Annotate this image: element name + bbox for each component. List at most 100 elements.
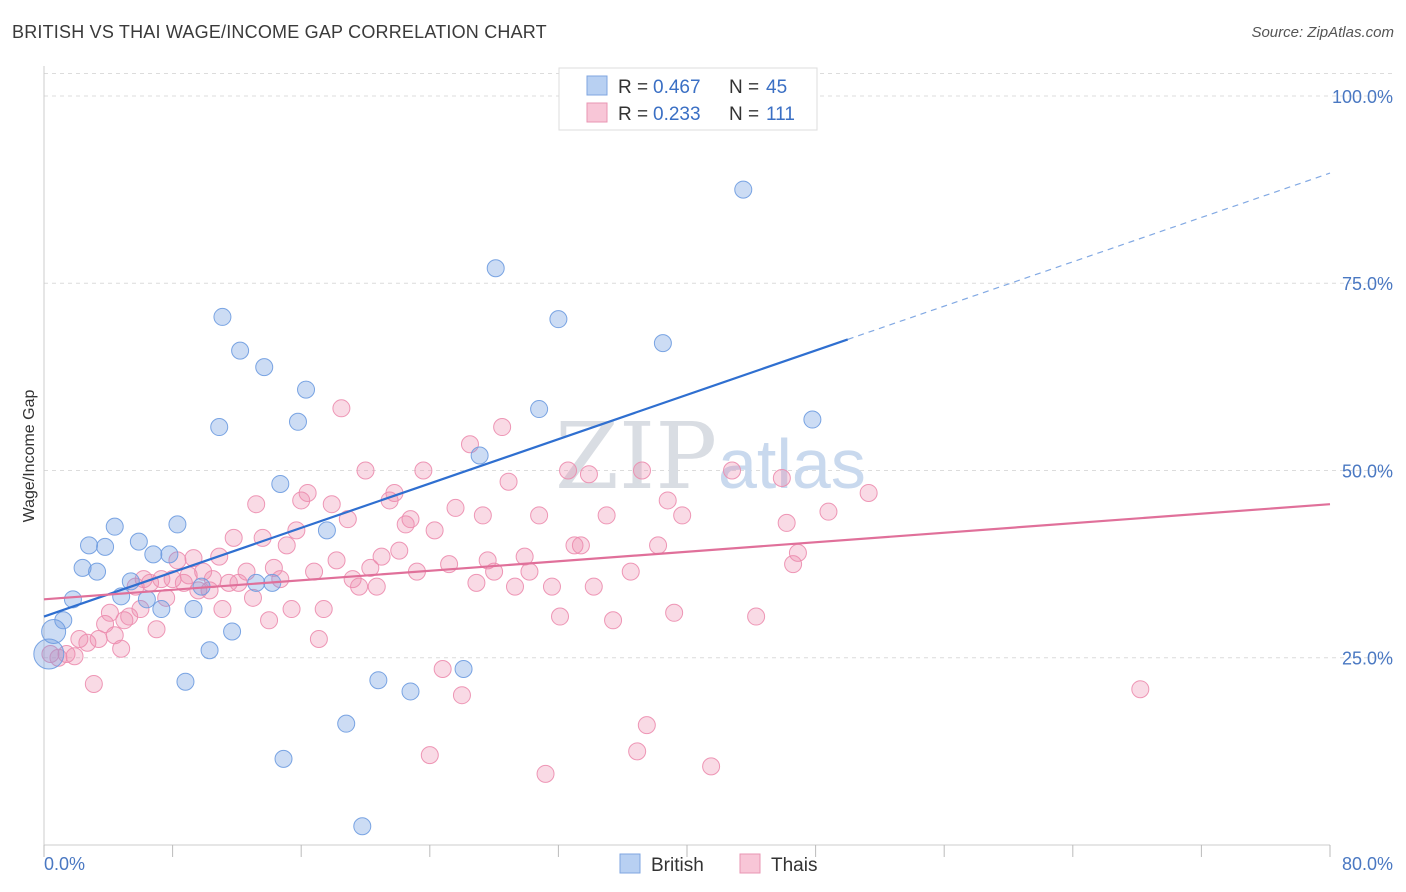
british-point — [63, 590, 82, 609]
british-points — [33, 180, 822, 836]
thais-point — [84, 674, 103, 693]
thais-trendline — [43, 503, 1331, 601]
british-point — [337, 714, 356, 733]
thais-point — [819, 502, 838, 521]
thais-point — [332, 399, 351, 418]
thais-point — [361, 558, 380, 577]
thais-point — [658, 491, 677, 510]
legend-thais-r: 0.233 — [653, 104, 701, 125]
thais-point — [100, 603, 119, 622]
thais-point — [305, 562, 324, 581]
british-point — [96, 537, 115, 556]
british-point — [734, 180, 753, 199]
legend-swatch-british — [586, 75, 608, 96]
thais-point — [277, 536, 296, 555]
legend-thais-n: 111 — [766, 104, 795, 125]
british-point — [317, 521, 336, 540]
british-point — [88, 562, 107, 581]
thais-point — [356, 461, 375, 480]
thais-point — [89, 630, 108, 649]
thais-point — [571, 536, 590, 555]
legend: R = 0.467 N = 45 R = 0.233 N = 111 — [558, 67, 818, 131]
thais-point — [78, 633, 97, 652]
legend-british-n-label: N = — [729, 77, 759, 98]
british-point — [80, 536, 99, 555]
source-label: Source: ZipAtlas.com — [1251, 24, 1394, 41]
british-point — [454, 659, 473, 678]
thais-point — [1131, 680, 1150, 699]
legend-british-r: 0.467 — [653, 77, 701, 98]
british-trendline-extension — [847, 172, 1331, 340]
british-point — [144, 545, 163, 564]
british-point — [223, 622, 242, 641]
thais-point — [401, 510, 420, 529]
thais-point — [584, 577, 603, 596]
thais-point — [425, 521, 444, 540]
y-tick-label: 50.0% — [1342, 461, 1393, 481]
legend-british-n: 45 — [766, 77, 787, 98]
axes — [43, 66, 1331, 857]
thais-point — [473, 506, 492, 525]
thais-point — [628, 742, 647, 761]
thais-point — [565, 536, 584, 555]
thais-point — [343, 570, 362, 589]
british-point — [160, 545, 179, 564]
thais-point — [579, 465, 598, 484]
watermark: ZIP atlas — [555, 403, 866, 510]
y-tick-label: 25.0% — [1342, 649, 1393, 669]
thais-point — [665, 603, 684, 622]
thais-point — [372, 547, 391, 566]
legend-swatch-thais — [586, 102, 608, 123]
trendlines — [43, 172, 1331, 618]
british-point — [369, 671, 388, 690]
thais-point — [264, 558, 283, 577]
thais-point — [396, 515, 415, 534]
thais-point — [219, 573, 238, 592]
thais-point — [520, 562, 539, 581]
thais-point — [327, 551, 346, 570]
y-axis-title: Wage/Income Gap — [21, 390, 38, 523]
british-point — [530, 400, 549, 419]
thais-point — [414, 461, 433, 480]
thais-point — [551, 607, 570, 626]
british-point — [255, 358, 274, 377]
bottom-legend-british: British — [651, 855, 704, 876]
thais-point — [322, 495, 341, 514]
thais-point — [747, 607, 766, 626]
thais-point — [446, 498, 465, 517]
thais-point — [292, 491, 311, 510]
bottom-legend-thais: Thais — [771, 855, 817, 876]
legend-thais-n-label: N = — [729, 104, 759, 125]
british-point — [137, 590, 156, 609]
thais-point — [390, 541, 409, 560]
british-point — [184, 600, 203, 619]
british-point — [353, 817, 372, 836]
thais-point — [777, 513, 796, 532]
thais-point — [112, 639, 131, 658]
thais-point — [247, 495, 266, 514]
thais-point — [536, 764, 555, 783]
british-point — [54, 611, 73, 630]
legend-british-r-label: R = — [618, 77, 648, 98]
british-point — [213, 307, 232, 326]
thais-point — [194, 562, 213, 581]
british-point — [401, 682, 420, 701]
thais-point — [505, 577, 524, 596]
thais-point — [597, 506, 616, 525]
thais-point — [467, 573, 486, 592]
thais-point — [788, 543, 807, 562]
thais-point — [120, 607, 139, 626]
british-point — [176, 672, 195, 691]
bottom-legend: British Thais — [619, 853, 817, 876]
y-tick-label: 75.0% — [1342, 274, 1393, 294]
thais-point — [420, 746, 439, 765]
british-point — [271, 474, 290, 493]
thais-point — [433, 659, 452, 678]
thais-point — [350, 577, 369, 596]
thais-point — [772, 468, 791, 487]
thais-point — [478, 551, 497, 570]
british-point — [470, 446, 489, 465]
thais-point — [224, 528, 243, 547]
british-point — [129, 532, 148, 551]
